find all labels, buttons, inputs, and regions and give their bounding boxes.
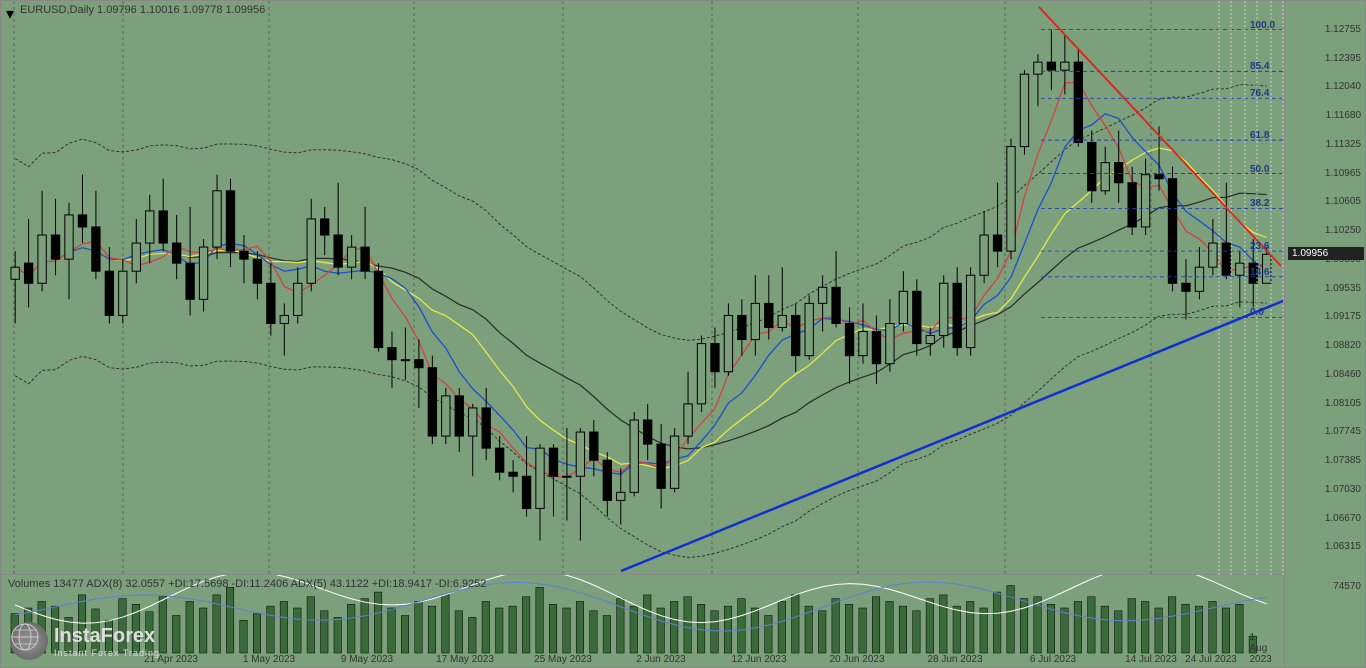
fib-label: 100.0 xyxy=(1250,20,1275,31)
price-tick: 1.07030 xyxy=(1325,484,1361,495)
main-price-chart[interactable]: 100.0 85.4 76.4 61.8 50.0 38.2 23.6 14.6 0.0 xyxy=(0,0,1285,575)
date-tick: 1 May 2023 xyxy=(243,654,295,665)
fib-label: 61.8 xyxy=(1250,130,1269,141)
date-tick: 20 Jun 2023 xyxy=(829,654,884,665)
date-tick: 12 Jun 2023 xyxy=(731,654,786,665)
chart-header: EURUSD,Daily 1.09796 1.10016 1.09778 1.0… xyxy=(20,4,265,16)
price-tick: 1.12755 xyxy=(1325,24,1361,35)
price-tick: 1.10965 xyxy=(1325,168,1361,179)
fib-label: 50.0 xyxy=(1250,164,1269,175)
date-tick: 17 May 2023 xyxy=(436,654,494,665)
logo-text: InstaForex Instant Forex Trading xyxy=(54,625,160,658)
price-tick: 1.08105 xyxy=(1325,398,1361,409)
chart-container: ▾ EURUSD,Daily 1.09796 1.10016 1.09778 1… xyxy=(0,0,1366,668)
globe-icon xyxy=(10,622,48,660)
price-tick: 1.09175 xyxy=(1325,311,1361,322)
price-tick: 1.10250 xyxy=(1325,225,1361,236)
date-tick: 25 May 2023 xyxy=(534,654,592,665)
fib-label: 38.2 xyxy=(1250,198,1269,209)
price-tick: 1.06315 xyxy=(1325,541,1361,552)
price-axis: 1.12755 1.12395 1.12040 1.11680 1.11325 1.109… xyxy=(1285,0,1366,668)
price-tick: 1.12395 xyxy=(1325,53,1361,64)
fib-label: 14.6 xyxy=(1250,267,1269,278)
price-tick: 1.11680 xyxy=(1326,110,1361,121)
fib-label: 85.4 xyxy=(1250,61,1269,72)
price-tick: 1.11325 xyxy=(1326,139,1361,150)
logo-main-text: InstaForex xyxy=(54,625,160,648)
instaforex-logo: InstaForex Instant Forex Trading xyxy=(10,622,160,660)
current-price-badge: 1.09956 xyxy=(1288,247,1364,260)
ohlc-label: 1.09796 1.10016 1.09778 1.09956 xyxy=(97,4,265,16)
date-tick: 14 Jul 2023 xyxy=(1125,654,1177,665)
date-tick: 9 May 2023 xyxy=(341,654,393,665)
price-tick: 1.08460 xyxy=(1325,369,1361,380)
price-tick: 1.10605 xyxy=(1325,196,1361,207)
price-tick: 1.09535 xyxy=(1325,283,1361,294)
fib-label: 0.0 xyxy=(1250,307,1264,318)
date-tick: 2 Jun 2023 xyxy=(636,654,686,665)
fib-label: 23.6 xyxy=(1250,241,1269,252)
logo-sub-text: Instant Forex Trading xyxy=(54,648,160,658)
indicator-axis-value: 74570 xyxy=(1333,581,1361,592)
price-tick: 1.07745 xyxy=(1325,426,1361,437)
price-tick: 1.08820 xyxy=(1325,340,1361,351)
fib-label: 76.4 xyxy=(1250,88,1269,99)
price-tick: 1.12040 xyxy=(1325,81,1361,92)
date-tick: 6 Jul 2023 xyxy=(1030,654,1076,665)
indicator-header: Volumes 13477 ADX(8) 32.0557 +DI:17.5698… xyxy=(8,578,486,590)
date-tick: 24 Jul 2023 xyxy=(1185,654,1237,665)
date-tick: 1 Aug 2023 xyxy=(1250,632,1273,665)
price-tick: 1.07385 xyxy=(1325,455,1361,466)
chart-menu-dropdown-icon[interactable]: ▾ xyxy=(6,4,14,24)
price-tick: 1.06670 xyxy=(1325,513,1361,524)
date-tick: 28 Jun 2023 xyxy=(927,654,982,665)
symbol-label: EURUSD,Daily xyxy=(20,4,94,16)
